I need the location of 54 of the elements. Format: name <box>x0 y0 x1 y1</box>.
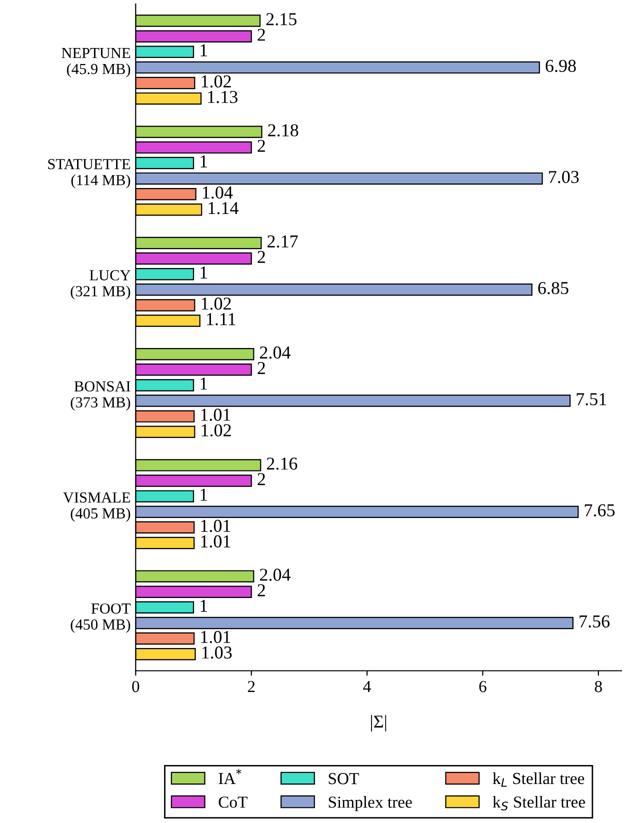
x-tick-label: 2 <box>248 680 255 692</box>
y-tick-label: VISMALE (405 MB) <box>63 492 130 522</box>
y-tick-label: NEPTUNE (45.9 MB) <box>62 48 130 78</box>
data-label: 1 <box>200 378 208 390</box>
legend-label: CoT <box>218 796 248 808</box>
data-label: 2.16 <box>266 458 298 470</box>
data-label: 7.65 <box>584 504 615 516</box>
legend-label: Simplex tree <box>328 796 412 812</box>
data-label: 1.01 <box>201 535 230 548</box>
data-label: 1 <box>200 44 208 56</box>
data-label: 2 <box>258 473 265 486</box>
data-label: 2 <box>258 250 265 263</box>
data-label: 2.18 <box>268 124 298 136</box>
data-label: 2 <box>258 28 265 41</box>
legend-label: SOT <box>328 773 359 784</box>
data-label: 7.56 <box>580 615 610 628</box>
data-label: 2.04 <box>260 346 291 359</box>
data-label: 1.04 <box>202 186 233 199</box>
x-tick-label: 4 <box>363 681 371 692</box>
data-label: 1.01 <box>201 520 230 532</box>
data-label: 2.04 <box>260 568 291 581</box>
data-label: 1.13 <box>208 90 238 104</box>
data-label: 1.02 <box>202 424 231 436</box>
legend-label: IA$^{*}$ <box>218 768 242 784</box>
data-label: 1.02 <box>202 75 231 88</box>
data-label: 1.01 <box>201 630 230 644</box>
y-tick-label: LUCY (321 MB) <box>70 270 130 300</box>
data-label: 1 <box>200 155 208 168</box>
y-tick-label: FOOT (450 MB) <box>70 603 131 633</box>
data-label: 2.15 <box>266 13 296 26</box>
x-axis-title: |Σ| <box>371 715 386 732</box>
data-label: 6.98 <box>546 60 576 72</box>
y-tick-label: BONSAI (373 MB) <box>70 381 130 411</box>
x-tick-label: 6 <box>479 680 486 692</box>
x-tick-label: 8 <box>594 680 602 692</box>
data-label: 1.11 <box>207 313 236 326</box>
data-label: 1.02 <box>202 298 231 310</box>
data-label: 2 <box>258 584 265 596</box>
data-label: 7.51 <box>576 393 606 406</box>
data-label: 2 <box>258 140 265 152</box>
data-label: 1.14 <box>208 202 238 214</box>
data-label: 2.17 <box>268 235 298 248</box>
data-label: 2 <box>258 362 265 374</box>
data-label: 1.03 <box>202 646 232 659</box>
x-tick-label: 0 <box>132 680 140 692</box>
y-tick-label: STATUETTE (114 MB) <box>48 159 130 188</box>
data-label: 1 <box>200 266 208 278</box>
data-label: 6.85 <box>538 282 568 294</box>
data-label: 1 <box>200 488 208 501</box>
data-label: 1.01 <box>201 408 230 421</box>
legend-label: k$_{L}$ Stellar tree <box>492 772 584 787</box>
data-label: 7.03 <box>549 170 579 184</box>
data-label: 1 <box>200 600 208 612</box>
legend-label: k$_{S}$ Stellar tree <box>492 796 586 810</box>
